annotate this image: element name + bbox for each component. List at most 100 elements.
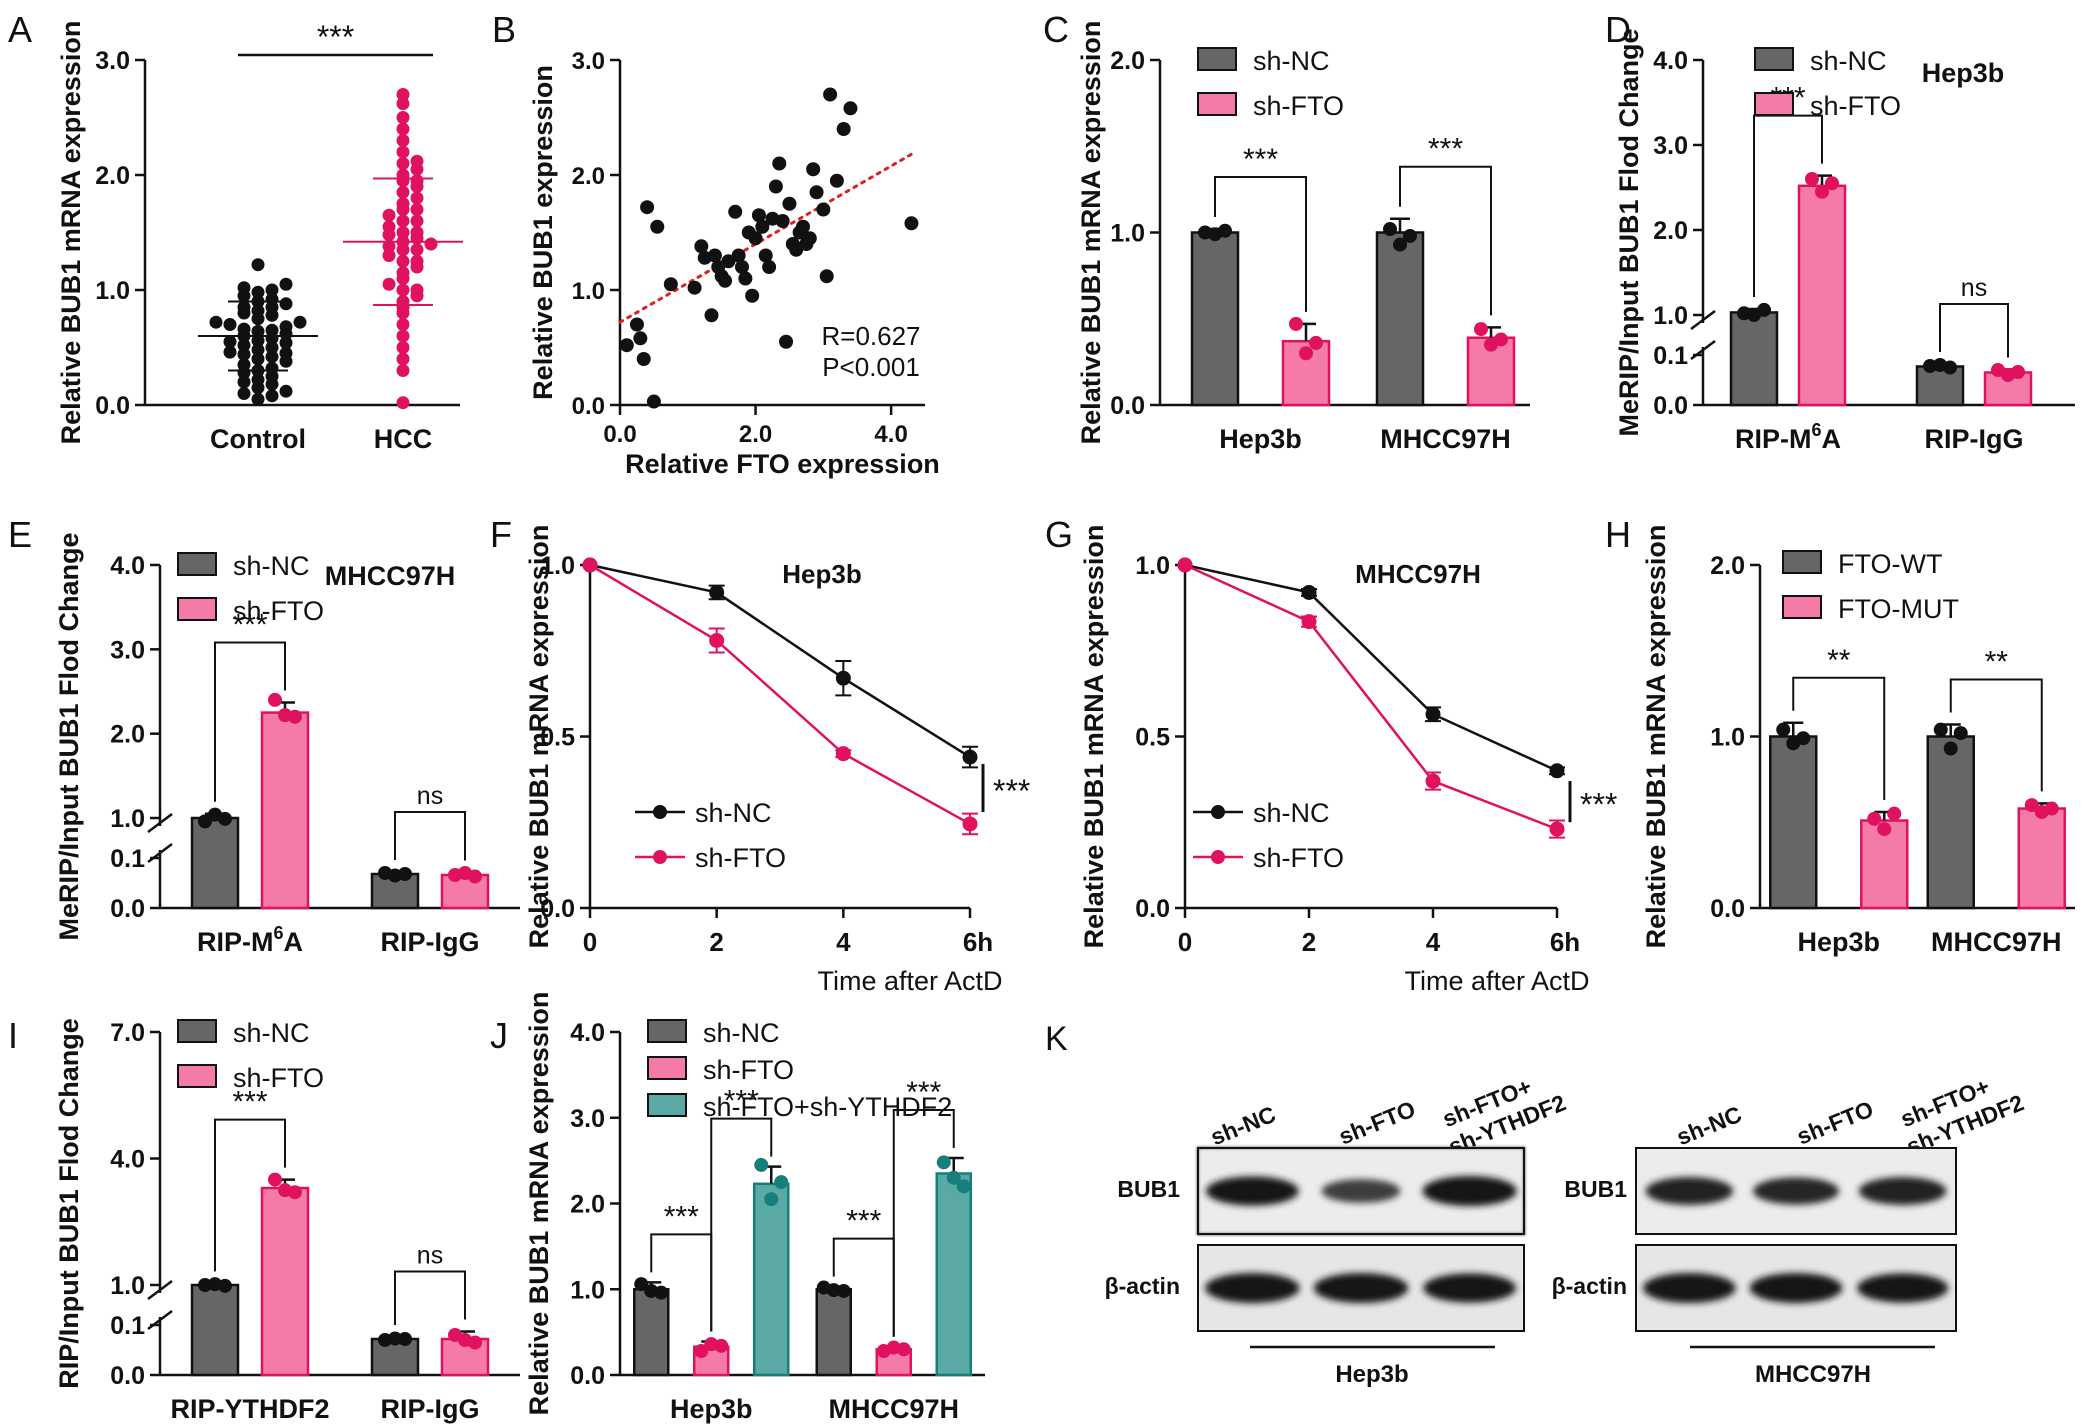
chart-title: Hep3b xyxy=(1922,58,2005,88)
x-tick-label: Hep3b xyxy=(1797,927,1880,957)
data-point xyxy=(265,350,279,364)
x-tick-label: MHCC97H xyxy=(1380,424,1511,454)
data-point xyxy=(1309,335,1323,350)
data-point xyxy=(398,867,412,881)
y-tick-label: 0.1 xyxy=(110,845,145,873)
data-point xyxy=(629,317,644,332)
x-tick-label: RIP-M6A xyxy=(197,923,303,957)
y-tick-label: 1.0 xyxy=(540,552,575,580)
data-point xyxy=(396,145,410,159)
lane-label: sh-FTO xyxy=(1793,1096,1877,1150)
data-point xyxy=(640,200,655,215)
y-tick-label: 1.0 xyxy=(1135,552,1170,580)
bar xyxy=(815,1288,852,1377)
blot-band xyxy=(1858,1177,1947,1205)
blot-band xyxy=(1423,1273,1517,1303)
legend-swatch xyxy=(1754,47,1794,71)
significance-bracket xyxy=(214,641,286,802)
significance-label: *** xyxy=(664,1200,699,1233)
data-point xyxy=(251,392,265,406)
data-point xyxy=(1494,332,1508,347)
data-point xyxy=(198,814,212,829)
data-point xyxy=(687,280,702,295)
data-point xyxy=(663,277,678,292)
y-tick-label: 1.0 xyxy=(110,1272,145,1300)
lane-label: sh-NC xyxy=(1207,1101,1280,1150)
x-tick-label: 0 xyxy=(583,927,597,957)
legend-label: sh-NC xyxy=(703,1018,780,1048)
lane-label: sh-NC xyxy=(1673,1101,1746,1150)
y-tick-label: 0.1 xyxy=(1653,342,1688,370)
data-point xyxy=(251,373,265,387)
data-point xyxy=(843,101,858,116)
data-point xyxy=(835,670,851,686)
blot-band xyxy=(1642,1273,1736,1303)
blot-bands xyxy=(1205,1176,1517,1303)
data-point xyxy=(396,97,410,111)
blot-band xyxy=(1645,1177,1734,1205)
x-tick-label: 6h xyxy=(1550,927,1580,957)
blot-frame xyxy=(1635,1147,1957,1235)
data-point xyxy=(1825,176,1839,191)
x-tick-label: 2 xyxy=(709,927,723,957)
data-point xyxy=(735,260,749,274)
y-tick-label: 1.0 xyxy=(1710,724,1745,752)
y-tick-label: 3.0 xyxy=(572,48,605,75)
data-point xyxy=(636,352,651,366)
western-blot-mhcc97h: sh-NC sh-FTO sh-FTO+ sh-YTHDF2 BUB1 β-ac… xyxy=(1552,1073,2028,1388)
series-line xyxy=(589,563,971,759)
data-point xyxy=(237,358,251,372)
data-point xyxy=(279,277,293,291)
x-tick-label: RIP-M6A xyxy=(1735,420,1841,454)
data-point xyxy=(1177,557,1193,573)
legend-label: sh-NC xyxy=(1253,798,1330,828)
data-point xyxy=(2044,801,2059,816)
data-point xyxy=(410,226,424,239)
panel-label: J xyxy=(490,1015,508,1056)
data-point xyxy=(396,134,410,147)
data-point xyxy=(279,384,293,398)
data-point xyxy=(1953,726,1968,741)
y-axis-title: Relative BUB1 mRNA expression xyxy=(56,21,86,445)
panel-i: I RIP/Input BUB1 Flod Change 0.0 0.1 1.0 4.0 7… xyxy=(8,1015,520,1424)
significance-bracket xyxy=(1939,303,2009,358)
data-point xyxy=(721,254,736,269)
blot-band xyxy=(1749,1273,1843,1303)
significance-bracket xyxy=(892,1109,955,1337)
data-point xyxy=(774,1175,789,1190)
data-point xyxy=(650,219,665,234)
data-point xyxy=(218,1278,232,1293)
data-point xyxy=(748,231,763,246)
panel-g: G Relative BUB1 mRNA expression 0.0 0.5 1.0 0… xyxy=(1045,514,1617,996)
data-point xyxy=(396,329,410,343)
blot-band xyxy=(1313,1273,1409,1303)
data-point xyxy=(265,389,279,403)
y-tick-label: 4.0 xyxy=(110,1146,145,1174)
data-point xyxy=(1425,773,1441,789)
data-point xyxy=(745,288,760,303)
axis-break-mark xyxy=(147,813,173,863)
data-point xyxy=(279,320,293,334)
y-tick-label: 0.0 xyxy=(110,1362,145,1390)
data-point xyxy=(265,361,279,375)
bar xyxy=(1190,231,1240,407)
data-point xyxy=(468,869,482,884)
bar xyxy=(2017,807,2066,910)
data-point xyxy=(764,1192,779,1207)
row-label: β-actin xyxy=(1552,1273,1627,1299)
y-axis-title: MeRIP/Input BUB1 Flod Change xyxy=(1614,29,1644,437)
data-point xyxy=(1867,811,1882,826)
significance-bracket xyxy=(214,1118,286,1272)
annotation-p: P<0.001 xyxy=(822,352,920,382)
row-label: BUB1 xyxy=(1564,1176,1627,1202)
cell-line-label: Hep3b xyxy=(1335,1361,1408,1388)
series-line xyxy=(1184,563,1558,831)
data-point xyxy=(288,1185,302,1200)
data-point xyxy=(836,122,851,136)
data-point xyxy=(816,202,831,217)
x-tick-label: RIP-IgG xyxy=(381,927,480,957)
data-point xyxy=(237,387,251,400)
data-point xyxy=(904,216,919,231)
x-tick-label: 6h xyxy=(963,927,993,957)
